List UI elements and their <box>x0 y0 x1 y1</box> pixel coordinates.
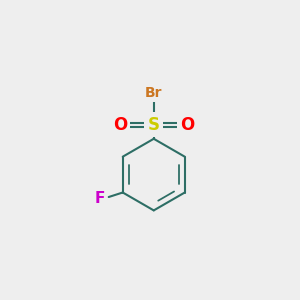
Text: O: O <box>113 116 127 134</box>
Text: O: O <box>180 116 194 134</box>
Text: F: F <box>94 191 105 206</box>
Text: Br: Br <box>145 85 163 100</box>
Text: S: S <box>148 116 160 134</box>
